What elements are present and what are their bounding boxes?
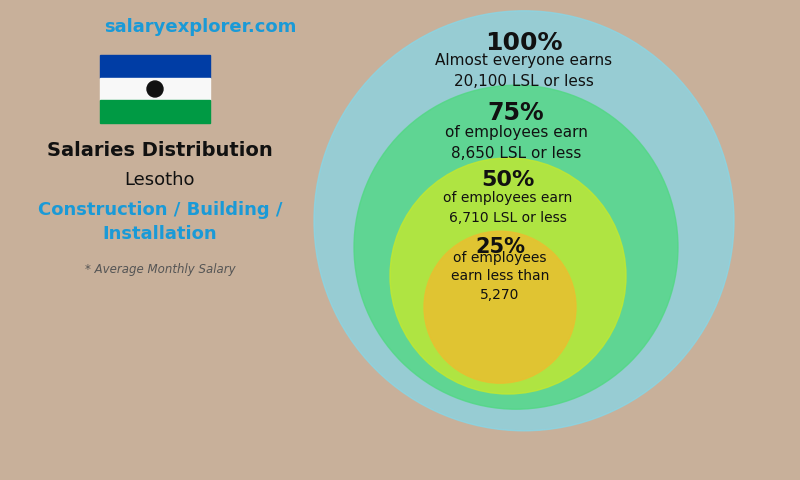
Circle shape xyxy=(314,11,734,431)
Text: Salaries Distribution: Salaries Distribution xyxy=(47,141,273,160)
Circle shape xyxy=(390,158,626,394)
Text: 100%: 100% xyxy=(486,31,562,55)
Circle shape xyxy=(354,85,678,409)
Text: * Average Monthly Salary: * Average Monthly Salary xyxy=(85,263,235,276)
Text: of employees earn
6,710 LSL or less: of employees earn 6,710 LSL or less xyxy=(443,191,573,225)
Text: of employees earn
8,650 LSL or less: of employees earn 8,650 LSL or less xyxy=(445,125,587,161)
Text: Construction / Building /
Installation: Construction / Building / Installation xyxy=(38,201,282,242)
Circle shape xyxy=(147,81,163,97)
Text: 25%: 25% xyxy=(475,237,525,257)
Text: salaryexplorer.com: salaryexplorer.com xyxy=(104,18,296,36)
Bar xyxy=(100,78,210,100)
Bar xyxy=(100,55,210,78)
Text: Lesotho: Lesotho xyxy=(125,171,195,189)
Text: 50%: 50% xyxy=(482,170,534,190)
Circle shape xyxy=(424,231,576,383)
Text: 75%: 75% xyxy=(488,101,544,125)
Text: of employees
earn less than
5,270: of employees earn less than 5,270 xyxy=(451,251,549,301)
Bar xyxy=(100,100,210,123)
Text: Almost everyone earns
20,100 LSL or less: Almost everyone earns 20,100 LSL or less xyxy=(435,53,613,89)
